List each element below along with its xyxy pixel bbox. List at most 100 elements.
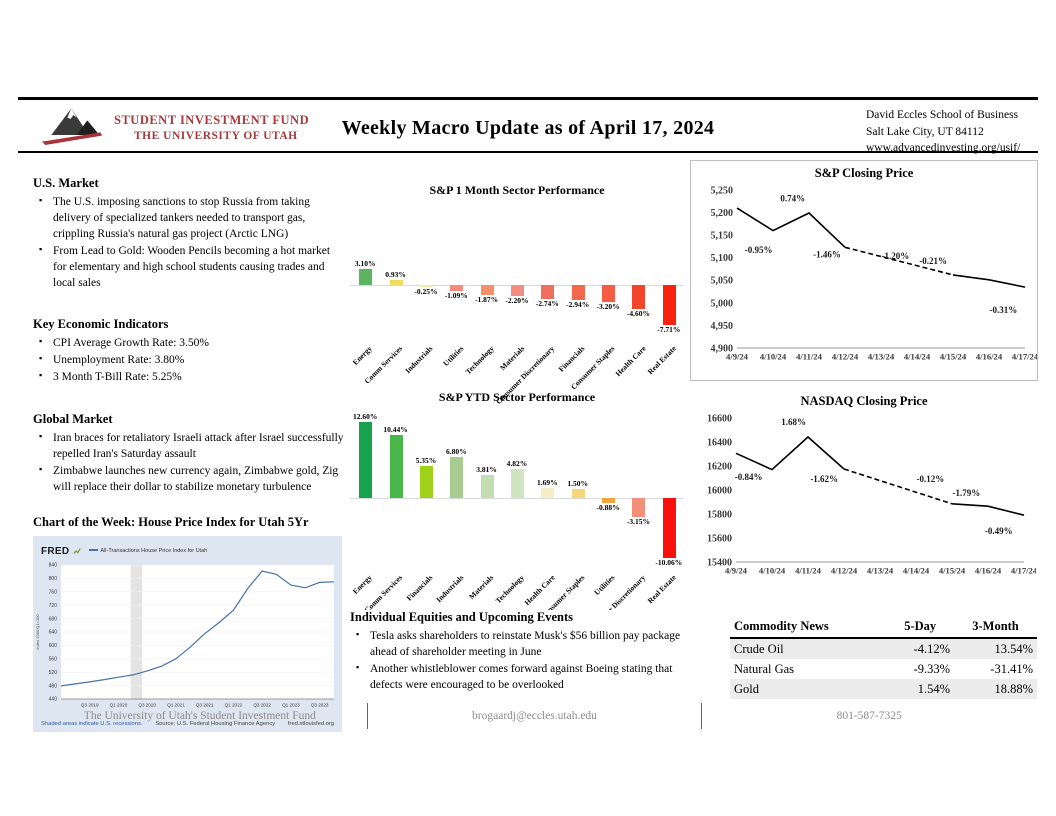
sp-closing-plot: 4,900 4,950 5,000 5,050 5,100 5,150 5,200 5,250… <box>691 182 1039 377</box>
svg-text:4/9/24: 4/9/24 <box>725 566 748 576</box>
svg-text:560: 560 <box>49 657 58 663</box>
svg-text:640: 640 <box>49 630 58 636</box>
bar-category-label: Materials <box>497 344 526 373</box>
bar-utilities <box>450 285 464 291</box>
right-column: S&P Closing Price 4,900 4,950 5,000 5,050 5,… <box>690 160 1039 699</box>
global-market-heading: Global Market <box>33 411 113 426</box>
svg-text:680: 680 <box>49 617 58 623</box>
svg-text:-0.21%: -0.21% <box>919 256 947 266</box>
svg-text:4/13/24: 4/13/24 <box>868 352 895 362</box>
bullet-item: Unemployment Rate: 3.80% <box>37 352 346 368</box>
svg-text:800: 800 <box>49 576 58 582</box>
bar-value-label: -4.60% <box>626 308 650 318</box>
svg-text:Q1 2021: Q1 2021 <box>167 703 185 708</box>
bar-financials <box>419 465 433 498</box>
svg-text:15400: 15400 <box>707 557 732 568</box>
mountain-logo-icon <box>42 103 106 152</box>
bar-industrials <box>450 457 464 498</box>
sp-closing-title: S&P Closing Price <box>814 166 914 180</box>
commodity-cell: -9.33% <box>913 661 951 676</box>
sp-1m-chart-title: S&P 1 Month Sector Performance <box>429 183 605 197</box>
svg-text:-0.31%: -0.31% <box>990 305 1018 315</box>
chart-of-week-heading: Chart of the Week: House Price Index for… <box>33 515 309 530</box>
bar-category-label: Energy <box>351 344 374 367</box>
bar-value-label: 3.10% <box>354 258 376 268</box>
bar-health-care <box>632 285 646 309</box>
svg-text:5,000: 5,000 <box>711 298 734 309</box>
bar-technology <box>480 285 494 295</box>
bar-value-label: -10.06% <box>655 558 683 568</box>
footer-separator <box>701 703 703 729</box>
commodity-cell: Natural Gas <box>734 661 795 676</box>
svg-text:4/10/24: 4/10/24 <box>760 352 787 362</box>
svg-text:Q1 2023: Q1 2023 <box>282 703 300 708</box>
bar-value-label: 3.81% <box>476 465 497 475</box>
commodity-cell: 18.88% <box>994 681 1033 696</box>
bar-category-label: Materials <box>467 573 496 602</box>
equities-list: Tesla asks shareholders to reinstate Mus… <box>354 628 686 693</box>
svg-text:4/13/24: 4/13/24 <box>867 566 894 576</box>
middle-column: S&P 1 Month Sector Performance 3.10% Ener… <box>348 178 686 738</box>
svg-text:Q1 2020: Q1 2020 <box>110 703 128 708</box>
svg-text:Q3 2022: Q3 2022 <box>253 703 271 708</box>
nasdaq-title: NASDAQ Closing Price <box>800 394 928 408</box>
fred-legend-swatch <box>89 549 99 552</box>
bar-materials <box>510 285 524 297</box>
bullet-item: CPI Average Growth Rate: 3.50% <box>37 335 346 351</box>
svg-text:-1.79%: -1.79% <box>953 488 981 498</box>
bullet-item: Tesla asks shareholders to reinstate Mus… <box>354 628 686 660</box>
svg-text:Q1 2022: Q1 2022 <box>225 703 243 708</box>
commodity-col-header: 3-Month <box>954 617 1037 639</box>
svg-text:4/15/24: 4/15/24 <box>939 566 966 576</box>
org-name-line2: THE UNIVERSITY OF UTAH <box>134 130 298 142</box>
svg-text:720: 720 <box>49 603 58 609</box>
bar-real-estate <box>662 285 676 326</box>
contact-school: David Eccles School of Business <box>866 109 1019 121</box>
bullet-item: 3 Month T-Bill Rate: 5.25% <box>37 369 346 385</box>
bar-real-estate <box>662 498 676 559</box>
svg-text:16200: 16200 <box>707 461 732 472</box>
commodity-col-header: 5-Day <box>886 617 955 639</box>
svg-text:0.74%: 0.74% <box>780 194 805 204</box>
commodity-col-header: Commodity News <box>730 617 887 639</box>
bar-value-label: -3.15% <box>626 516 650 526</box>
bar-consumer-discretionary <box>541 285 555 300</box>
footer-phone: 801-587-7325 <box>836 710 902 722</box>
commodity-cell: Gold <box>734 681 759 696</box>
bar-value-label: -3.20% <box>596 301 620 311</box>
svg-text:4/16/24: 4/16/24 <box>976 352 1003 362</box>
top-rule <box>18 97 1038 100</box>
nasdaq-plot: 15400 15600 15800 16000 16200 16400 16600 4/9/2… <box>690 410 1038 591</box>
us-market-list: The U.S. imposing sanctions to stop Russ… <box>37 194 346 292</box>
svg-text:Q3 2020: Q3 2020 <box>138 703 156 708</box>
commodity-table-head: Commodity News 5-Day 3-Month <box>730 617 1037 639</box>
svg-text:Index 1980:Q1=100: Index 1980:Q1=100 <box>35 614 40 650</box>
svg-text:15600: 15600 <box>707 533 732 544</box>
fred-logo: FRED <box>41 545 70 557</box>
bar-value-label: 0.93% <box>385 270 406 280</box>
svg-text:Q3 2019: Q3 2019 <box>81 703 99 708</box>
footer-email: brogaardj@eccles.utah.edu <box>472 710 597 722</box>
svg-text:4/11/24: 4/11/24 <box>796 352 822 362</box>
commodity-table: Commodity News 5-Day 3-Month Crude Oil -4.1… <box>730 617 1037 699</box>
svg-text:4/10/24: 4/10/24 <box>759 566 786 576</box>
us-market-heading: U.S. Market <box>33 176 99 190</box>
svg-text:-0.84%: -0.84% <box>735 472 763 482</box>
bullet-item: Another whistleblower comes forward agai… <box>354 661 686 693</box>
svg-text:-1.46%: -1.46% <box>813 250 841 260</box>
svg-text:-0.49%: -0.49% <box>985 526 1013 536</box>
bar-value-label: 4.82% <box>506 459 528 469</box>
svg-text:600: 600 <box>49 643 58 649</box>
svg-text:-0.12%: -0.12% <box>917 474 945 484</box>
commodity-cell: 1.54% <box>917 681 951 696</box>
bar-energy <box>359 422 373 498</box>
header-divider-rule <box>18 151 1038 153</box>
svg-text:Q3 2023: Q3 2023 <box>311 703 329 708</box>
svg-text:1.68%: 1.68% <box>781 417 806 427</box>
commodity-cell: -4.12% <box>913 641 951 656</box>
fred-legend: All-Transactions House Price Index for U… <box>85 548 207 554</box>
bar-value-label: -7.71% <box>657 325 681 335</box>
commodity-cell: -31.41% <box>990 661 1033 676</box>
global-market-list: Iran braces for retaliatory Israeli atta… <box>37 430 346 495</box>
